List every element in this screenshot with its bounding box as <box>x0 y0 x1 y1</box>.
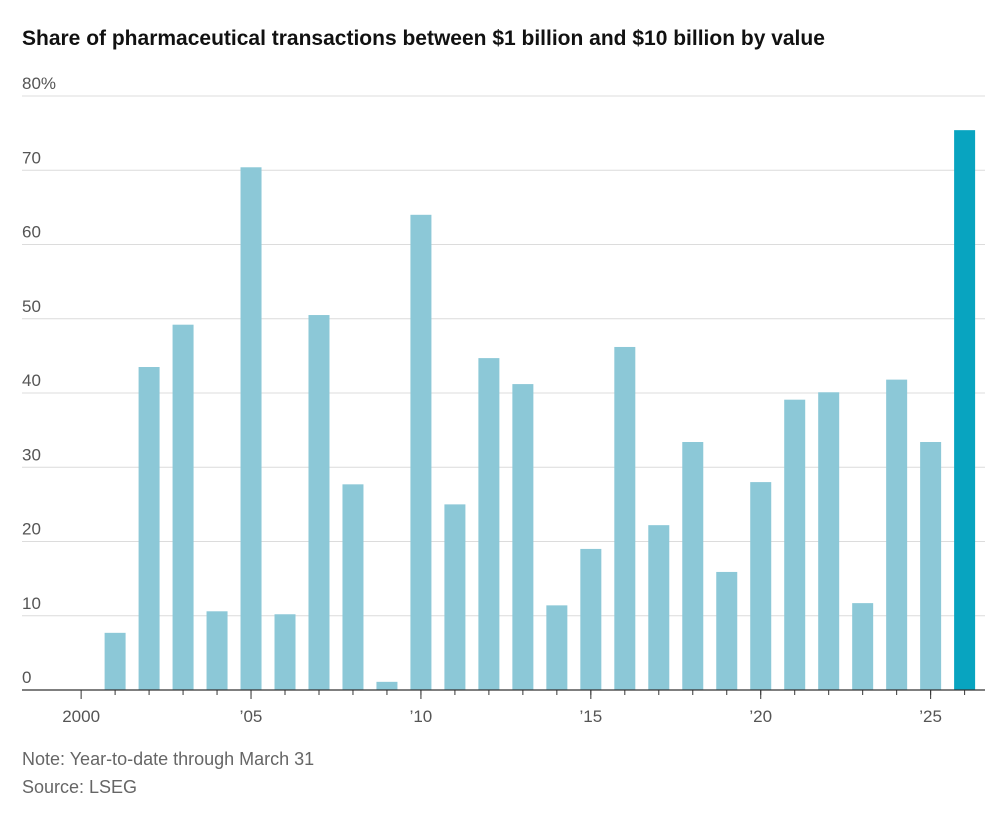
bar <box>172 324 194 690</box>
bar <box>682 442 704 690</box>
bar <box>886 379 908 690</box>
y-tick-label: 0 <box>22 668 31 687</box>
bar <box>104 632 126 690</box>
x-tick-label: ’25 <box>919 707 942 726</box>
bar <box>614 346 636 690</box>
bar <box>546 605 568 690</box>
note: Note: Year-to-date through March 31 <box>22 749 314 769</box>
bar <box>818 392 840 690</box>
bar <box>580 548 602 690</box>
source: Source: LSEG <box>22 777 137 797</box>
x-tick-label: 2000 <box>62 707 100 726</box>
bar <box>784 399 806 690</box>
y-tick-label: 20 <box>22 520 41 539</box>
y-tick-label: 60 <box>22 223 41 242</box>
bar <box>240 167 262 690</box>
y-tick-label: 70 <box>22 148 41 167</box>
y-tick-label: 80% <box>22 74 56 93</box>
x-tick-label: ’05 <box>240 707 263 726</box>
bar <box>954 130 976 690</box>
bar <box>478 358 500 690</box>
bar <box>206 611 228 690</box>
bar <box>716 571 738 690</box>
x-tick-label: ’10 <box>410 707 433 726</box>
x-tick-label: ’15 <box>579 707 602 726</box>
bar <box>444 504 466 690</box>
bar <box>750 482 772 690</box>
bar <box>920 442 942 690</box>
bar <box>410 214 432 691</box>
bar <box>342 484 364 690</box>
x-tick-label: ’20 <box>749 707 772 726</box>
y-tick-label: 40 <box>22 371 41 390</box>
chart-title: Share of pharmaceutical transactions bet… <box>22 27 825 50</box>
bar <box>648 525 670 690</box>
bar <box>138 367 160 690</box>
y-tick-label: 10 <box>22 594 41 613</box>
bar <box>852 603 874 690</box>
bar <box>308 315 330 690</box>
y-tick-label: 30 <box>22 445 41 464</box>
bar <box>512 384 534 690</box>
y-tick-label: 50 <box>22 297 41 316</box>
bar <box>274 614 296 690</box>
bar <box>376 681 398 690</box>
